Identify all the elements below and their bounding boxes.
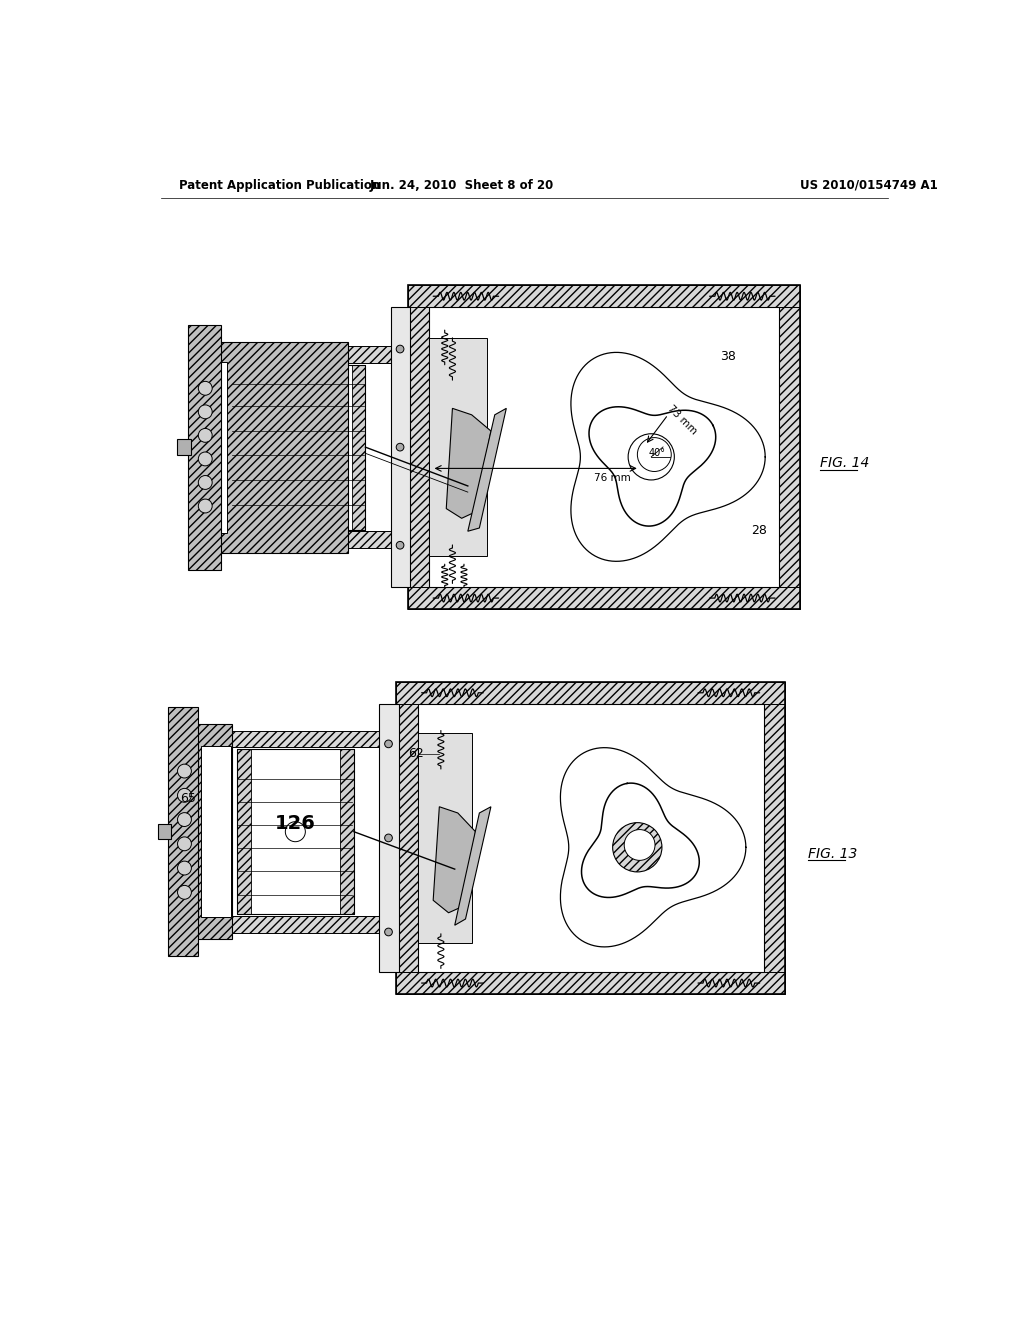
Circle shape	[199, 475, 212, 490]
Bar	[764, 704, 785, 973]
Bar	[391, 308, 410, 587]
Polygon shape	[446, 408, 490, 519]
Circle shape	[199, 405, 212, 418]
Circle shape	[199, 381, 212, 395]
Bar	[396, 973, 785, 994]
Text: 62: 62	[408, 747, 424, 760]
Bar	[418, 733, 472, 942]
Bar	[396, 682, 785, 704]
Circle shape	[625, 829, 655, 861]
Text: US 2010/0154749 A1: US 2010/0154749 A1	[801, 178, 938, 191]
Bar	[230, 916, 396, 933]
Circle shape	[199, 499, 212, 513]
Circle shape	[628, 434, 675, 480]
Bar	[219, 362, 226, 533]
Circle shape	[177, 764, 191, 777]
Circle shape	[396, 444, 403, 451]
Circle shape	[177, 813, 191, 826]
Bar	[230, 747, 396, 916]
Text: FIG. 13: FIG. 13	[808, 846, 857, 861]
Circle shape	[177, 837, 191, 851]
Bar	[200, 342, 348, 553]
Bar	[230, 364, 245, 529]
Bar	[188, 325, 220, 570]
Circle shape	[199, 429, 212, 442]
Text: 73 mm: 73 mm	[666, 404, 698, 437]
Circle shape	[396, 346, 403, 352]
Polygon shape	[468, 408, 506, 531]
Text: FIG. 14: FIG. 14	[819, 457, 869, 470]
Bar	[223, 346, 408, 363]
Text: Patent Application Publication: Patent Application Publication	[179, 178, 380, 191]
Polygon shape	[433, 807, 475, 912]
Bar	[408, 285, 801, 609]
Bar	[223, 531, 408, 548]
Text: Jun. 24, 2010  Sheet 8 of 20: Jun. 24, 2010 Sheet 8 of 20	[370, 178, 554, 191]
Bar	[779, 308, 801, 587]
Bar	[237, 748, 354, 915]
Circle shape	[637, 438, 672, 471]
Bar	[418, 704, 764, 973]
Bar	[158, 824, 171, 840]
Polygon shape	[455, 807, 490, 925]
Bar	[230, 730, 396, 747]
Circle shape	[177, 788, 191, 803]
Bar	[177, 440, 190, 455]
Bar	[396, 682, 785, 994]
Bar	[223, 363, 408, 531]
Bar	[184, 725, 232, 939]
Bar	[379, 704, 398, 973]
Circle shape	[612, 822, 662, 873]
Bar	[351, 364, 366, 529]
Text: 126: 126	[274, 814, 315, 833]
Circle shape	[199, 451, 212, 466]
Circle shape	[385, 928, 392, 936]
Circle shape	[288, 437, 308, 457]
Text: 28: 28	[752, 524, 767, 536]
Bar	[429, 338, 487, 557]
Circle shape	[396, 541, 403, 549]
Text: 76 mm: 76 mm	[594, 474, 631, 483]
Bar	[396, 704, 418, 973]
Bar	[202, 746, 230, 917]
Text: 65: 65	[180, 792, 197, 804]
Bar	[340, 748, 354, 915]
Text: 40°: 40°	[649, 447, 666, 458]
Text: 38: 38	[721, 350, 736, 363]
Bar	[408, 285, 801, 308]
Bar	[237, 748, 251, 915]
Bar	[429, 308, 779, 587]
Circle shape	[177, 886, 191, 899]
Circle shape	[286, 821, 305, 842]
Bar	[408, 587, 801, 609]
Circle shape	[385, 741, 392, 747]
Bar	[168, 708, 199, 956]
Bar	[230, 364, 366, 529]
Bar	[408, 308, 429, 587]
Circle shape	[177, 861, 191, 875]
Circle shape	[385, 834, 392, 842]
